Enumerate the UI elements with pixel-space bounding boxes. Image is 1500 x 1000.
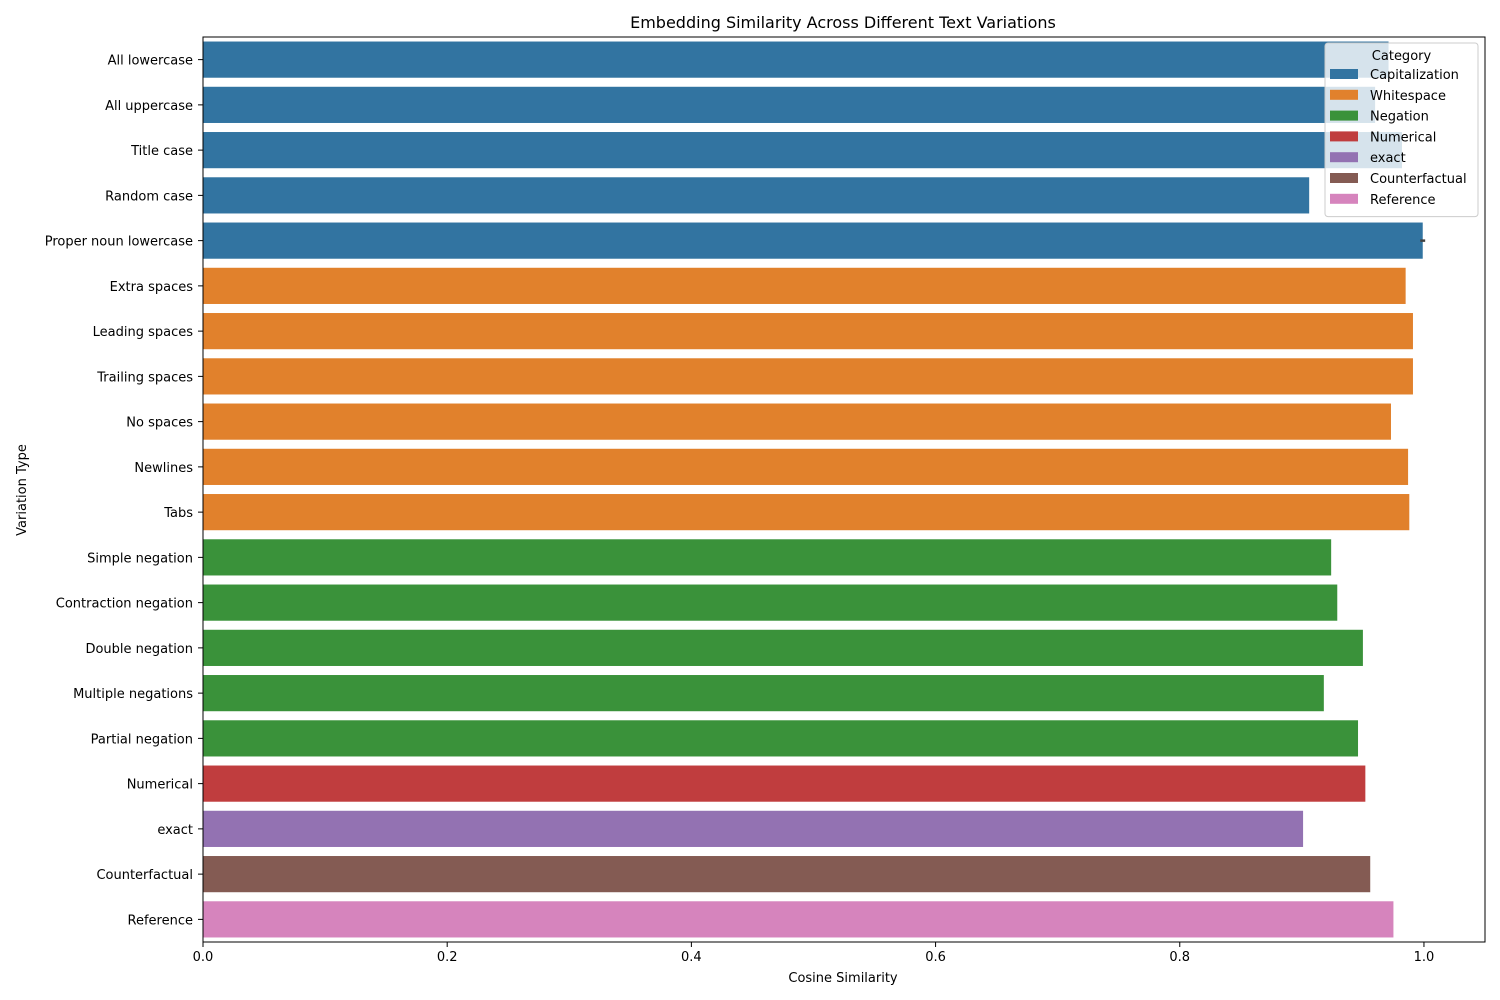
bar (203, 132, 1402, 169)
x-tick-label: 0.6 (925, 950, 946, 965)
bar (203, 41, 1389, 78)
bar (203, 629, 1363, 666)
x-axis-label: Cosine Similarity (788, 971, 898, 986)
bar (203, 856, 1371, 893)
legend-swatch (1330, 193, 1358, 204)
legend-entry-label: Reference (1370, 193, 1435, 208)
bar (203, 584, 1338, 621)
y-tick-label: Tabs (163, 506, 193, 521)
bar (203, 177, 1310, 214)
y-tick-label: All uppercase (105, 99, 193, 114)
bars-layer (203, 41, 1426, 938)
bar (203, 86, 1376, 123)
legend-entry-label: Whitespace (1370, 89, 1446, 104)
legend-swatch (1330, 131, 1358, 142)
bar (203, 675, 1324, 712)
bar (203, 720, 1359, 757)
y-tick-label: Counterfactual (96, 868, 193, 883)
y-tick-label: exact (157, 823, 193, 838)
y-tick-label: Reference (128, 913, 193, 928)
y-tick-label: Title case (130, 144, 193, 159)
chart-title: Embedding Similarity Across Different Te… (630, 13, 1056, 32)
x-tick-label: 0.0 (193, 950, 214, 965)
bar (203, 539, 1332, 576)
y-tick-label: Leading spaces (93, 325, 194, 340)
legend-entry-label: exact (1370, 151, 1406, 166)
y-tick-label: Simple negation (87, 551, 193, 566)
bar (203, 358, 1413, 395)
y-tick-label: Contraction negation (56, 597, 193, 612)
legend-box (1324, 42, 1479, 218)
bar (203, 222, 1423, 259)
x-tick-label: 1.0 (1414, 950, 1435, 965)
x-tick-label: 0.4 (681, 950, 702, 965)
bar (203, 901, 1394, 938)
legend-swatch (1330, 110, 1358, 121)
y-axis-label: Variation Type (15, 444, 30, 536)
x-tick-label: 0.2 (437, 950, 458, 965)
y-tick-label: Newlines (134, 461, 193, 476)
legend-entry-label: Numerical (1370, 130, 1436, 145)
bar (203, 810, 1304, 847)
y-tick-label: No spaces (126, 416, 193, 431)
y-tick-label: Double negation (85, 642, 193, 657)
bar (203, 765, 1366, 802)
x-tick-label: 0.8 (1169, 950, 1190, 965)
bar (203, 448, 1409, 485)
y-tick-label: Random case (105, 189, 193, 204)
bar (203, 267, 1406, 304)
legend-entry-label: Counterfactual (1370, 172, 1467, 187)
legend-swatch (1330, 69, 1358, 79)
bar (203, 313, 1413, 350)
legend-swatch (1330, 152, 1358, 163)
y-tick-label: Multiple negations (73, 687, 193, 702)
bar (203, 403, 1391, 440)
legend-swatch (1330, 173, 1358, 183)
y-tick-label: Partial negation (91, 732, 193, 747)
bar (203, 494, 1410, 531)
plot-frame (202, 36, 1486, 943)
legend: Category Capitalization Whitespace Negation… (1324, 42, 1479, 218)
legend-entry-label: Capitalization (1370, 68, 1459, 83)
y-tick-label: Numerical (127, 778, 193, 793)
legend-swatch (1330, 89, 1358, 100)
axes-layer: All lowercase All uppercase Title case Rand… (45, 36, 1486, 965)
y-tick-label: All lowercase (108, 54, 193, 69)
y-tick-label: Proper noun lowercase (45, 235, 193, 250)
legend-entry-label: Negation (1370, 110, 1429, 125)
legend-title: Category (1372, 49, 1432, 64)
y-tick-label: Trailing spaces (96, 370, 193, 385)
y-tick-label: Extra spaces (110, 280, 194, 295)
